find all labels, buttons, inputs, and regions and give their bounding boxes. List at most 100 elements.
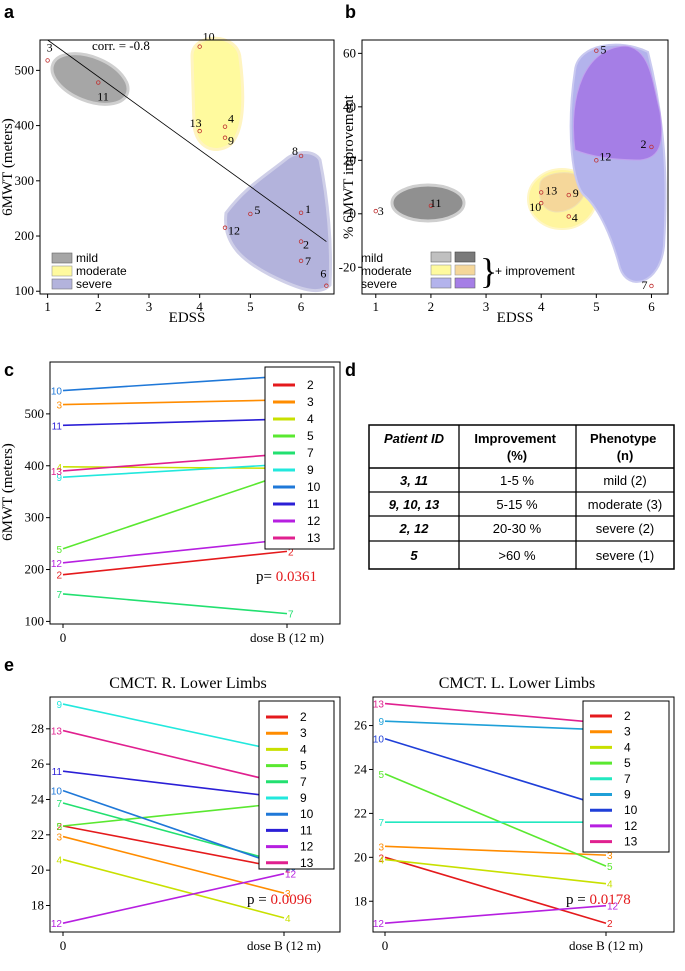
y-tick-label: 20 [31,862,44,877]
point-label-5: 5 [254,203,260,217]
legend-label-12: 12 [624,819,638,833]
start-label-12: 12 [373,919,385,930]
y-tick-label: 22 [31,827,44,842]
start-label-3: 3 [56,401,62,412]
start-label-2: 2 [56,822,62,833]
mild-region [50,52,130,106]
panel-e-right-x-ticks: 0 dose B (12 m) [382,932,643,953]
data-point-12 [222,225,228,230]
x-tick-label: 2 [95,299,102,314]
table-cell-r3-c1: 2, 12 [399,521,430,536]
point-label-2: 2 [303,238,309,252]
point-label-10: 10 [203,30,215,44]
start-label-7: 7 [56,590,62,601]
legend-swatch-severe-base [430,277,452,289]
start-label-12: 12 [51,559,63,570]
panel-e-right-line-chart: CMCT. L. Lower Limbs 2233445577991010121… [354,675,675,953]
legend-swatch-moderate-base [430,264,452,276]
table-header-improvement-line1: Improvement [474,431,556,446]
panel-a-y-ticks: 100 200 300 400 500 [15,62,40,298]
legend-label-2: 2 [307,378,314,392]
table-cell-r3-c3: severe (2) [596,521,655,536]
point-label-1: 1 [305,202,311,216]
panel-c-y-label: 6MWT (meters) [0,443,16,541]
panel-b-x-label: EDSS [497,310,534,326]
legend-label-10: 10 [624,803,638,817]
legend-label-13: 13 [307,531,321,545]
legend-label-3: 3 [624,725,631,739]
legend-label-3: 3 [300,726,307,740]
start-label-9: 9 [56,700,62,711]
panel-a-y-label: 6MWT (meters) [0,118,16,216]
severe-improvement-region [572,45,663,161]
table-header-phenotype-line1: Phenotype [590,431,656,446]
legend-label-11: 11 [300,823,313,837]
correlation-annotation: corr. = -0.8 [92,38,150,53]
legend-label-5: 5 [307,429,314,443]
series-line-13 [62,453,288,472]
end-label-2: 2 [288,547,294,558]
legend-label-11: 11 [307,497,320,511]
panel-e-left-frame [49,696,341,933]
point-label-3: 3 [378,204,384,218]
panel-c-line-chart: 2 2 3 3 4 4 5 5 7 7 9 9 10 10 11 11 12 12 13 13 100 200 300 40… [0,361,341,645]
legend-improvement-note: + improvement [495,264,575,278]
start-label-7: 7 [56,799,62,810]
data-point-1 [298,210,304,216]
x-tick-label: 0 [60,630,67,645]
data-point-10 [538,200,544,206]
point-label-9: 9 [228,134,234,148]
start-label-11: 11 [52,767,63,778]
data-point-11 [96,80,101,85]
table-cell-r3-c2: 20-30 % [493,521,542,536]
panel-e-left-line-chart: CMCT. R. Lower Limbs 2233445577991010111… [31,675,341,953]
panel-e-right-pvalue-number: 0.0178 [589,892,630,908]
legend-label-12: 12 [307,514,321,528]
legend-label-12: 12 [300,840,314,854]
start-label-2: 2 [378,853,384,864]
series-line-4 [384,858,607,885]
start-label-3: 3 [56,833,62,844]
data-point-5 [248,211,253,217]
start-label-5: 5 [56,545,62,556]
panel-e-left-pvalue: p = 0.0096 [247,892,312,908]
point-label-5: 5 [600,43,606,57]
legend-label-10: 10 [307,480,321,494]
panel-e-right-title: CMCT. L. Lower Limbs [439,675,596,692]
data-point-8 [298,153,304,159]
series-line-5 [62,802,285,827]
point-label-11: 11 [430,196,442,210]
series-line-5 [62,472,288,550]
legend-label-4: 4 [300,742,307,756]
point-label-8: 8 [292,144,298,158]
legend-label-mild: mild [76,251,98,265]
y-tick-label: 500 [15,62,35,77]
y-tick-label: 18 [31,897,44,912]
panel-e-right-pvalue-prefix: p = [566,892,586,908]
point-label-7: 7 [305,254,311,268]
data-point-4 [222,124,228,129]
legend-b-moderate: moderate [361,264,412,278]
series-line-12 [62,872,285,924]
y-tick-label: 500 [25,406,45,421]
y-tick-label: 0 [350,206,357,221]
start-label-2: 2 [56,571,62,582]
panel-a-points: 3 11 10 13 4 9 8 5 1 12 2 76 [45,30,329,288]
start-label-11: 11 [52,421,63,432]
y-tick-label: 20 [354,849,367,864]
end-label-5: 5 [607,862,613,873]
table-cell-r4-c2: >60 % [498,548,536,563]
table-rows: 3, 11 1-5 % mild (2) 9, 10, 13 5-15 % moderat… [389,473,663,563]
y-tick-label: 26 [354,718,368,733]
panel-label-d: d [345,360,356,380]
data-point-13 [197,128,202,134]
panel-e-left-pvalue-number: 0.0096 [270,892,312,908]
start-label-3: 3 [378,842,384,853]
data-point-9 [222,135,228,140]
y-tick-label: -20 [339,259,356,274]
x-tick-label: 0 [382,938,389,953]
start-label-13: 13 [51,727,63,738]
panel-e-left-y-ticks: 18 20 22 24 26 28 [31,721,50,912]
legend-brace-icon: } [480,251,497,291]
series-line-9 [62,463,288,478]
